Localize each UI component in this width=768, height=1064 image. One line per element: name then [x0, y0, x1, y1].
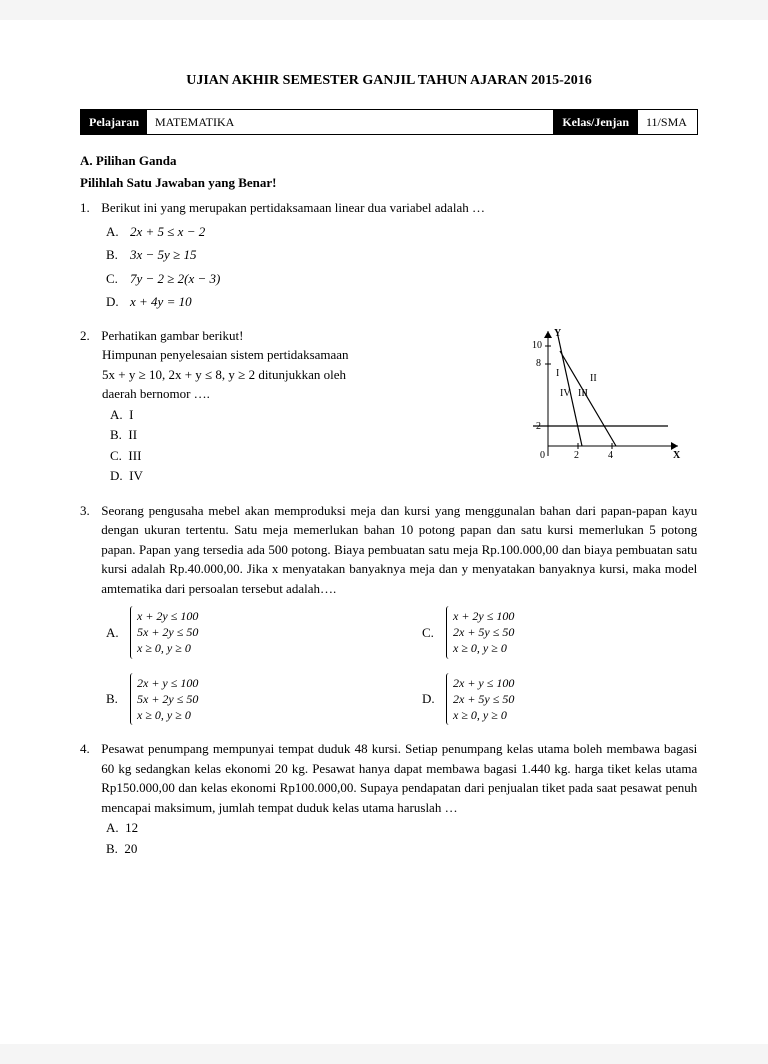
q3-opt-c: x + 2y ≤ 1002x + 5y ≤ 50x ≥ 0, y ≥ 0 — [446, 606, 698, 659]
q1-opt-c-label: C. — [106, 269, 130, 289]
class-label: Kelas/Jenjan — [554, 110, 637, 134]
q2-opt-d: D. IV — [110, 466, 498, 486]
q1-opt-c: 7y − 2 ≥ 2(x − 3) — [130, 269, 220, 289]
q2-desc1: Himpunan penyelesaian sistem pertidaksam… — [102, 345, 498, 365]
q2-number: 2. — [80, 326, 98, 346]
q2-opt-c: C. III — [110, 446, 498, 466]
q3-opt-b: 2x + y ≤ 1005x + 2y ≤ 50x ≥ 0, y ≥ 0 — [130, 673, 382, 726]
q1-opt-b: 3x − 5y ≥ 15 — [130, 245, 196, 265]
svg-text:III: III — [578, 388, 588, 399]
subject-label: Pelajaran — [81, 110, 147, 134]
q3-opt-b-label: B. — [106, 689, 130, 709]
q4-number: 4. — [80, 739, 98, 759]
q2-text: Perhatikan gambar berikut! — [101, 326, 497, 346]
q3-number: 3. — [80, 501, 98, 521]
svg-text:10: 10 — [532, 340, 542, 351]
q2-opt-b: B. II — [110, 425, 498, 445]
q1-opt-a-label: A. — [106, 222, 130, 242]
svg-text:Y: Y — [554, 328, 562, 339]
q4-opt-b: B. 20 — [106, 839, 698, 859]
question-3: 3. Seorang pengusaha mebel akan memprodu… — [80, 501, 698, 726]
header-table: Pelajaran MATEMATIKA Kelas/Jenjan 11/SMA — [80, 109, 698, 135]
question-2: 2. Perhatikan gambar berikut! Himpunan p… — [80, 326, 698, 487]
svg-text:II: II — [590, 373, 597, 384]
svg-text:X: X — [673, 450, 681, 461]
section-heading: A. Pilihan Ganda — [80, 151, 698, 171]
q2-opt-a: A. I — [110, 405, 498, 425]
exam-page: UJIAN AKHIR SEMESTER GANJIL TAHUN AJARAN… — [0, 20, 768, 1044]
q3-opt-d: 2x + y ≤ 1002x + 5y ≤ 50x ≥ 0, y ≥ 0 — [446, 673, 698, 726]
page-title: UJIAN AKHIR SEMESTER GANJIL TAHUN AJARAN… — [80, 70, 698, 91]
q1-opt-a: 2x + 5 ≤ x − 2 — [130, 222, 205, 242]
q1-opt-d: x + 4y = 10 — [130, 292, 192, 312]
q3-opt-d-label: D. — [422, 689, 446, 709]
q3-text: Seorang pengusaha mebel akan memproduksi… — [101, 501, 697, 599]
q2-chart: 10 8 2 0 2 4 Y X I II III IV — [518, 326, 698, 487]
svg-text:IV: IV — [560, 388, 571, 399]
svg-text:4: 4 — [608, 450, 613, 461]
svg-text:I: I — [556, 368, 559, 379]
question-4: 4. Pesawat penumpang mempunyai tempat du… — [80, 739, 698, 858]
q4-text: Pesawat penumpang mempunyai tempat duduk… — [101, 739, 697, 817]
question-1: 1. Berikut ini yang merupakan pertidaksa… — [80, 198, 698, 312]
svg-text:0: 0 — [540, 450, 545, 461]
q3-opt-a: x + 2y ≤ 1005x + 2y ≤ 50x ≥ 0, y ≥ 0 — [130, 606, 382, 659]
q4-opt-a: A. 12 — [106, 818, 698, 838]
class-value: 11/SMA — [637, 110, 697, 134]
q2-desc2: 5x + y ≥ 10, 2x + y ≤ 8, y ≥ 2 ditunjukk… — [102, 365, 498, 385]
q1-text: Berikut ini yang merupakan pertidaksamaa… — [101, 198, 697, 218]
q1-opt-d-label: D. — [106, 292, 130, 312]
svg-text:2: 2 — [574, 450, 579, 461]
instruction: Pilihlah Satu Jawaban yang Benar! — [80, 173, 698, 193]
svg-text:8: 8 — [536, 358, 541, 369]
q3-opt-c-label: C. — [422, 623, 446, 643]
svg-text:2: 2 — [536, 421, 541, 432]
q1-number: 1. — [80, 198, 98, 218]
chart-svg: 10 8 2 0 2 4 Y X I II III IV — [518, 326, 688, 476]
subject-value: MATEMATIKA — [147, 110, 554, 134]
q3-opt-a-label: A. — [106, 623, 130, 643]
q1-opt-b-label: B. — [106, 245, 130, 265]
q2-desc3: daerah bernomor …. — [102, 384, 498, 404]
